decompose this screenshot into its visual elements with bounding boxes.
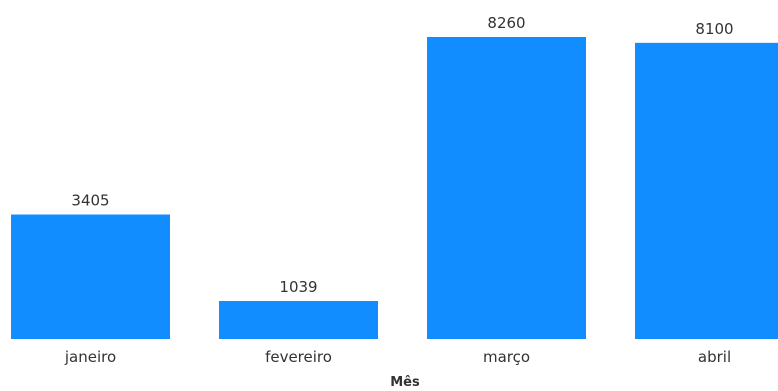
data-label-fevereiro: 1039 (279, 278, 317, 296)
data-label-março: 8260 (487, 14, 525, 32)
bars-group (11, 37, 778, 339)
x-tick-labels-group: janeiro fevereiro março abril (64, 348, 731, 366)
x-tick-label-janeiro: janeiro (64, 348, 116, 366)
x-axis-title: Mês (390, 375, 420, 390)
bar-janeiro[interactable] (11, 214, 170, 339)
bar-abril[interactable] (635, 42, 778, 339)
x-tick-label-fevereiro: fevereiro (265, 348, 332, 366)
data-label-abril: 8100 (695, 20, 733, 38)
data-labels-group: 3405 1039 8260 8100 (71, 14, 733, 296)
x-tick-label-março: março (483, 348, 530, 366)
x-tick-label-abril: abril (698, 348, 731, 366)
bar-fevereiro[interactable] (219, 301, 378, 339)
data-label-janeiro: 3405 (71, 192, 109, 210)
bar-março[interactable] (427, 37, 586, 339)
